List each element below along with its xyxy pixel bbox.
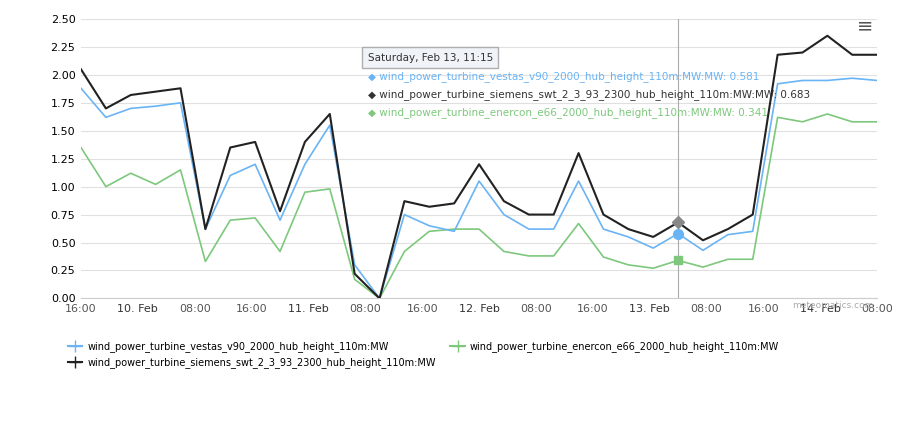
Legend: wind_power_turbine_vestas_v90_2000_hub_height_110m:MW, wind_power_turbine_siemen: wind_power_turbine_vestas_v90_2000_hub_h… xyxy=(64,337,783,372)
Text: ◆ wind_power_turbine_vestas_v90_2000_hub_height_110m:MW:MW: 0.581: ◆ wind_power_turbine_vestas_v90_2000_hub… xyxy=(368,71,759,81)
Text: meteomatics.com: meteomatics.com xyxy=(792,301,873,310)
Text: ◆ wind_power_turbine_enercon_e66_2000_hub_height_110m:MW:MW: 0.341: ◆ wind_power_turbine_enercon_e66_2000_hu… xyxy=(368,107,767,118)
Text: ≡: ≡ xyxy=(857,16,873,35)
Text: Saturday, Feb 13, 11:15: Saturday, Feb 13, 11:15 xyxy=(368,53,493,63)
Text: ◆ wind_power_turbine_siemens_swt_2_3_93_2300_hub_height_110m:MW:MW: 0.683: ◆ wind_power_turbine_siemens_swt_2_3_93_… xyxy=(368,89,810,100)
